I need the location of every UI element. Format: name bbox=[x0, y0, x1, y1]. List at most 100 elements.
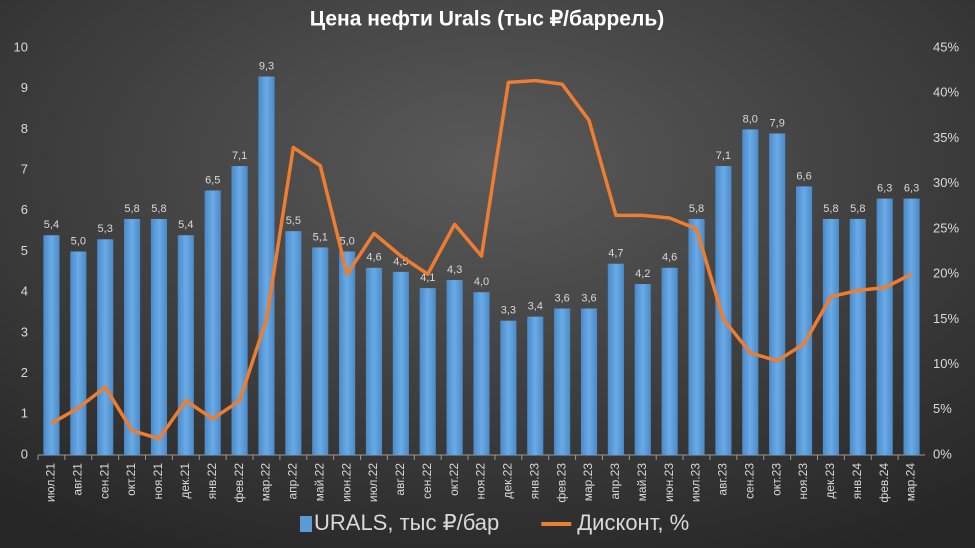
x-tick-label: авг.22 bbox=[393, 463, 407, 496]
x-tick-label: янв.23 bbox=[527, 463, 541, 500]
data-label: 4,6 bbox=[366, 252, 381, 264]
x-tick-label: авг.21 bbox=[70, 463, 84, 496]
y-tick-label: 1 bbox=[21, 406, 28, 421]
x-tick-label: сен.22 bbox=[420, 463, 434, 499]
bar bbox=[365, 267, 383, 455]
chart-title: Цена нефти Urals (тыс ₽/баррель) bbox=[310, 8, 664, 31]
data-label: 4,0 bbox=[474, 276, 489, 288]
data-label: 5,8 bbox=[151, 203, 166, 215]
y2-tick-label: 10% bbox=[933, 356, 959, 371]
legend-swatch bbox=[300, 516, 312, 532]
bar bbox=[285, 231, 302, 455]
bar bbox=[527, 316, 544, 455]
y-tick-label: 5 bbox=[21, 243, 28, 258]
y-tick-label: 10 bbox=[14, 39, 28, 54]
x-tick-label: фев.23 bbox=[554, 463, 568, 503]
data-label: 5,0 bbox=[71, 235, 86, 247]
bar bbox=[634, 284, 651, 455]
bar bbox=[204, 190, 221, 455]
data-label: 5,1 bbox=[313, 231, 328, 243]
data-label: 7,9 bbox=[770, 117, 785, 129]
bar bbox=[177, 235, 194, 455]
x-tick-label: янв.24 bbox=[850, 463, 864, 500]
data-label: 8,0 bbox=[743, 113, 758, 125]
x-tick-label: авг.23 bbox=[716, 463, 730, 496]
x-tick-label: июн.22 bbox=[339, 463, 353, 502]
data-label: 7,1 bbox=[716, 150, 731, 162]
y2-tick-label: 0% bbox=[933, 446, 952, 461]
data-label: 5,8 bbox=[823, 203, 838, 215]
y-tick-label: 2 bbox=[21, 365, 28, 380]
x-tick-label: дек.22 bbox=[501, 463, 515, 499]
data-label: 9,3 bbox=[259, 60, 274, 72]
x-tick-label: дек.21 bbox=[178, 463, 192, 499]
data-label: 3,4 bbox=[528, 301, 543, 313]
x-tick-label: мар.24 bbox=[904, 463, 918, 502]
x-tick-label: апр.23 bbox=[608, 463, 622, 500]
data-label: 6,6 bbox=[796, 170, 811, 182]
y-tick-label: 6 bbox=[21, 202, 28, 217]
data-label: 3,6 bbox=[554, 292, 569, 304]
y2-tick-label: 35% bbox=[933, 130, 959, 145]
data-label: 5,8 bbox=[689, 203, 704, 215]
bar bbox=[715, 166, 732, 455]
y-tick-label: 0 bbox=[21, 446, 28, 461]
bar bbox=[419, 288, 436, 455]
bar bbox=[554, 308, 571, 455]
data-label: 4,7 bbox=[608, 248, 623, 260]
data-label: 3,6 bbox=[581, 292, 596, 304]
bar bbox=[580, 308, 598, 455]
y2-tick-label: 25% bbox=[933, 220, 959, 235]
x-tick-label: фев.24 bbox=[877, 463, 891, 503]
bar bbox=[795, 186, 813, 455]
x-tick-label: сен.23 bbox=[742, 463, 756, 499]
x-tick-label: сен.21 bbox=[97, 463, 111, 499]
bar bbox=[500, 320, 517, 455]
bar bbox=[312, 247, 329, 455]
x-tick-label: ноя.21 bbox=[151, 463, 165, 500]
bar bbox=[661, 267, 678, 455]
bar bbox=[769, 133, 786, 455]
x-tick-label: окт.23 bbox=[769, 463, 783, 496]
y2-tick-label: 30% bbox=[933, 175, 959, 190]
y-tick-label: 4 bbox=[21, 284, 28, 299]
bar bbox=[903, 198, 920, 455]
bar bbox=[339, 251, 356, 455]
data-label: 4,3 bbox=[447, 264, 462, 276]
x-tick-label: июл.23 bbox=[689, 463, 703, 502]
x-tick-label: янв.22 bbox=[205, 463, 219, 500]
y2-tick-label: 5% bbox=[933, 401, 952, 416]
x-tick-label: июл.21 bbox=[44, 463, 58, 502]
data-label: 5,5 bbox=[286, 215, 301, 227]
bar bbox=[150, 218, 168, 455]
bar bbox=[258, 76, 275, 456]
data-label: 5,4 bbox=[178, 219, 193, 231]
bar bbox=[43, 235, 60, 455]
y-tick-label: 9 bbox=[21, 80, 28, 95]
data-label: 5,4 bbox=[44, 219, 59, 231]
y2-tick-label: 20% bbox=[933, 266, 959, 281]
bar bbox=[231, 166, 248, 455]
data-label: 5,8 bbox=[850, 203, 865, 215]
bar bbox=[446, 279, 463, 455]
data-label: 5,3 bbox=[98, 223, 113, 235]
x-tick-label: июл.22 bbox=[366, 463, 380, 502]
y-tick-label: 3 bbox=[21, 324, 28, 339]
line bbox=[50, 78, 913, 441]
y-tick-label: 8 bbox=[21, 121, 28, 136]
x-tick-label: мар.23 bbox=[581, 463, 595, 502]
x-tick-label: май.23 bbox=[635, 463, 649, 502]
y2-tick-label: 45% bbox=[933, 39, 959, 54]
bar bbox=[849, 218, 866, 455]
bar bbox=[70, 251, 87, 455]
bar bbox=[822, 218, 839, 455]
x-tick-label: май.22 bbox=[312, 463, 326, 502]
legend-label: Дисконт, % bbox=[577, 510, 689, 535]
data-label: 3,3 bbox=[501, 305, 516, 317]
bar bbox=[473, 292, 490, 455]
bar bbox=[688, 218, 705, 455]
data-label: 6,3 bbox=[904, 182, 919, 194]
x-tick-label: окт.21 bbox=[124, 463, 138, 496]
bar bbox=[97, 239, 114, 455]
